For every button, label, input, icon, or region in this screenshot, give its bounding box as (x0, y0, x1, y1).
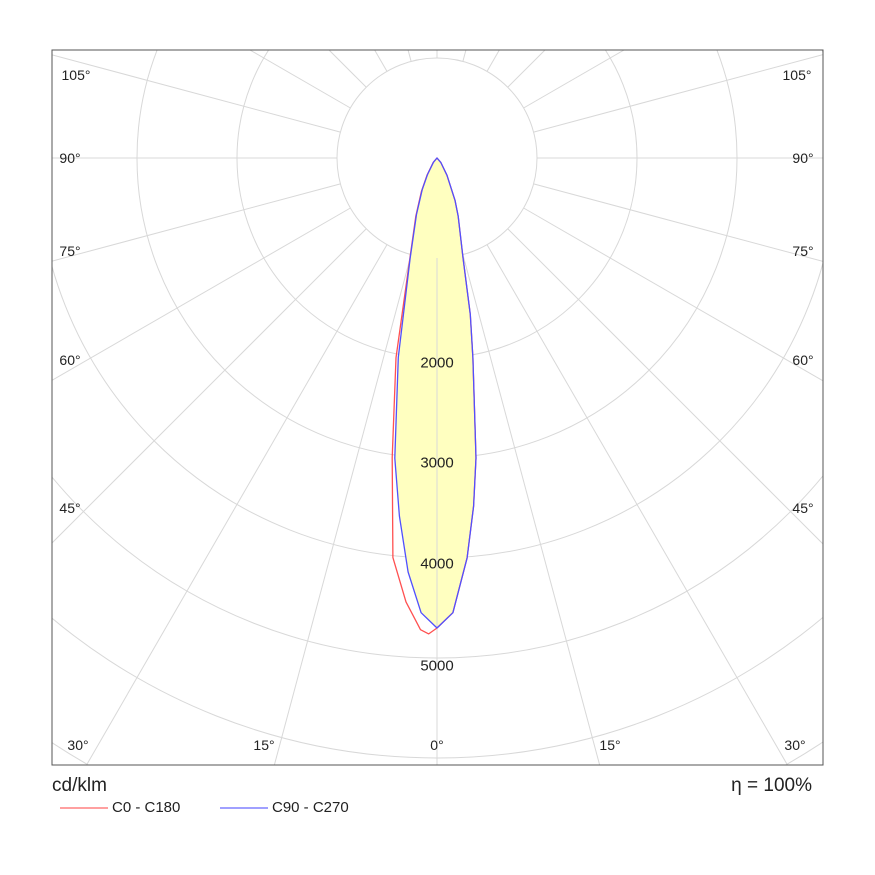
legend-item-c90-c270: C90 - C270 (220, 799, 349, 816)
legend-swatch (220, 806, 268, 809)
angle-label-bottom-30-right: 30° (784, 737, 806, 753)
angle-label-bottom-0: 0° (430, 737, 444, 753)
angle-label-left-75: 75° (59, 243, 81, 259)
angle-label-left-60: 60° (59, 352, 81, 368)
legend-item-c0-c180: C0 - C180 (60, 799, 180, 816)
radial-tick-3000: 3000 (420, 454, 454, 472)
angle-label-right-60: 60° (792, 352, 814, 368)
grid-spoke-105 (533, 54, 823, 133)
radial-tick-5000: 5000 (420, 657, 454, 675)
grid-spoke-195 (407, 50, 412, 62)
grid-spoke-345 (273, 254, 412, 765)
radial-tick-2000: 2000 (420, 354, 454, 372)
grid-spoke-60 (523, 207, 823, 382)
grid-spoke-45 (507, 228, 823, 545)
angle-label-bottom-15-right: 15° (599, 737, 621, 753)
grid-spoke-30 (486, 244, 788, 765)
grid-spoke-210 (374, 50, 388, 72)
angle-label-right-90: 90° (792, 150, 814, 166)
radial-tick-4000: 4000 (420, 555, 454, 573)
angle-label-left-105: 105° (61, 67, 91, 83)
angle-label-right-105: 105° (782, 67, 812, 83)
angle-label-right-75: 75° (792, 243, 814, 259)
beam-fill (394, 158, 476, 628)
grid-spoke-240 (249, 50, 351, 109)
grid-spoke-255 (52, 54, 341, 133)
series-curve-c90-c270 (394, 157, 477, 629)
grid-spoke-120 (523, 50, 625, 109)
grid-spoke-285 (52, 183, 341, 262)
grid-spoke-15 (462, 254, 601, 765)
curves (391, 157, 477, 765)
grid-spoke-300 (52, 207, 351, 381)
grid-spoke-165 (462, 50, 467, 62)
angle-label-bottom-30-left: 30° (67, 737, 89, 753)
grid-spoke-150 (486, 50, 500, 72)
legend-label: C0 - C180 (112, 799, 181, 816)
grid-spoke-315 (52, 228, 367, 544)
angle-label-right-45: 45° (792, 500, 814, 516)
angle-label-left-90: 90° (59, 150, 81, 166)
angle-label-bottom-15-left: 15° (253, 737, 275, 753)
grid-spoke-135 (507, 50, 546, 88)
plot-frame (51, 49, 824, 766)
efficiency-label: η = 100% (731, 775, 812, 796)
legend-label: C90 - C270 (272, 799, 349, 816)
grid-spoke-75 (533, 183, 823, 262)
grid-spoke-225 (328, 50, 367, 88)
unit-label: cd/klm (52, 775, 107, 796)
angle-label-left-45: 45° (59, 500, 81, 516)
legend-swatch (60, 806, 108, 809)
grid-spoke-330 (86, 244, 388, 765)
